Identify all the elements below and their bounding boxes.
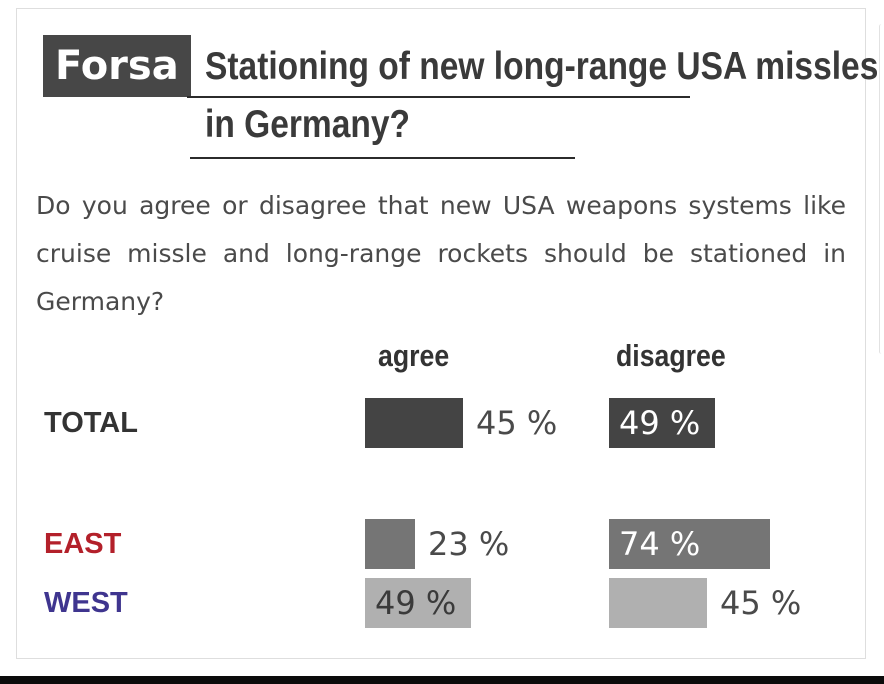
- value-label-total-agree: 45 %: [476, 404, 558, 442]
- title-underline-1: [187, 96, 690, 98]
- column-header-disagree: disagree: [616, 338, 726, 373]
- bar-west-agree: [365, 578, 471, 628]
- screen-bottom-bar: [0, 676, 884, 684]
- brand-logo: Forsa: [43, 35, 191, 97]
- bar-total-agree: [365, 398, 463, 448]
- chart-title-line1: Stationing of new long-range USA missles: [205, 45, 879, 88]
- value-label-east-disagree: 74 %: [619, 525, 701, 563]
- title-underline-2: [190, 157, 575, 159]
- value-label-west-disagree: 45 %: [720, 584, 802, 622]
- bar-east-disagree: [609, 519, 770, 569]
- chart-title: Stationing of new long-range USA missles…: [205, 38, 878, 154]
- value-label-east-agree: 23 %: [428, 525, 510, 563]
- row-label-west: WEST: [44, 587, 128, 619]
- question-text: Do you agree or disagree that new USA we…: [36, 191, 846, 316]
- window-edge: [879, 24, 884, 354]
- row-label-east: EAST: [44, 528, 122, 560]
- bar-east-agree: [365, 519, 415, 569]
- column-header-agree: agree: [378, 338, 450, 373]
- bar-total-disagree: [609, 398, 715, 448]
- row-label-total: TOTAL: [44, 407, 138, 439]
- value-label-total-disagree: 49 %: [619, 404, 701, 442]
- bar-west-disagree: [609, 578, 707, 628]
- value-label-west-agree: 49 %: [375, 584, 457, 622]
- chart-title-line2: in Germany?: [205, 103, 411, 146]
